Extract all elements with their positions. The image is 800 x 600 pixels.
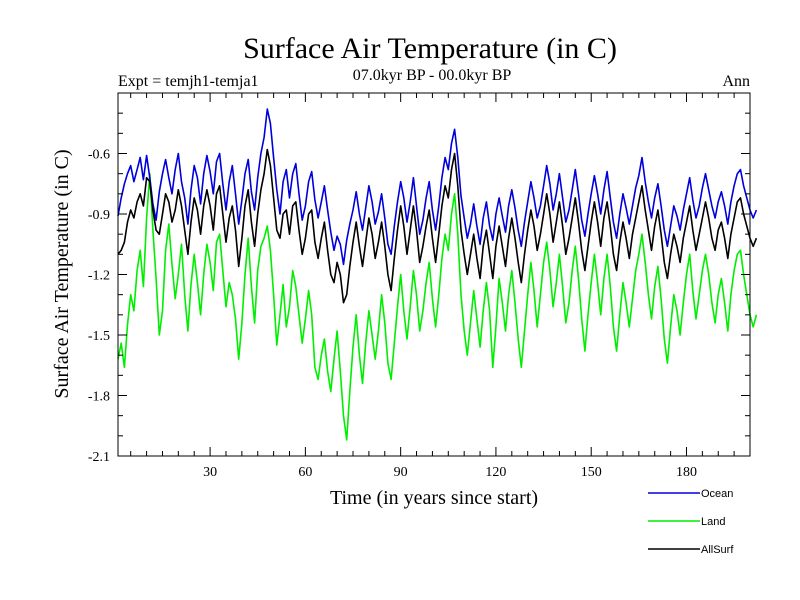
y-tick-label: -2.1 (88, 450, 110, 465)
x-tick-label: 90 (394, 465, 408, 480)
y-tick-label: -0.6 (88, 148, 110, 163)
x-tick-label: 60 (298, 465, 312, 480)
legend-label-allsurf: AllSurf (701, 544, 734, 556)
series-line-land (117, 172, 758, 441)
x-tick-label: 150 (581, 465, 602, 480)
period-label: 07.0kyr BP - 00.0kyr BP (353, 67, 512, 84)
y-axis-label: Surface Air Temperature (in C) (51, 149, 73, 398)
axis-layer: 30 60 90 120 150 180 -2.1 -1.8 -1.5 -1.2 -0.9 -0.6 (88, 92, 750, 480)
experiment-label: Expt = temjh1-temja1 (118, 73, 259, 90)
x-tick-label: 120 (485, 465, 506, 480)
plot-frame (117, 92, 751, 457)
y-tick-label: -1.8 (88, 390, 110, 405)
x-tick-label: 30 (203, 465, 217, 480)
legend: Ocean Land AllSurf (648, 488, 734, 556)
legend-label-ocean: Ocean (701, 488, 733, 500)
y-tick-label: -0.9 (88, 208, 110, 223)
season-label: Ann (722, 73, 750, 90)
x-axis-label: Time (in years since start) (330, 487, 538, 509)
series-layer (117, 108, 758, 441)
series-line-allsurf (117, 148, 758, 304)
y-tick-label: -1.2 (88, 269, 110, 284)
series-line-ocean (117, 108, 758, 266)
y-tick-label: -1.5 (88, 329, 110, 344)
legend-label-land: Land (701, 516, 725, 528)
x-tick-label: 180 (676, 465, 697, 480)
chart-title: Surface Air Temperature (in C) (243, 32, 617, 65)
